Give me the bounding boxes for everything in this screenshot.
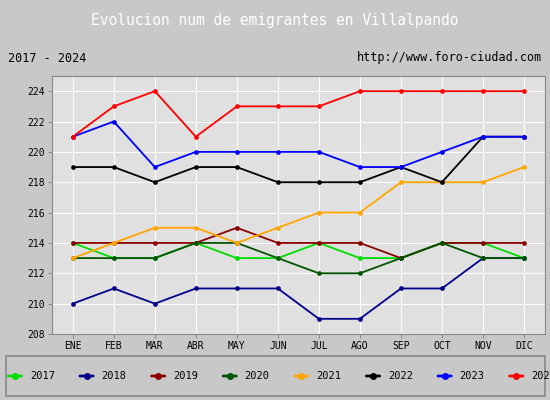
Text: http://www.foro-ciudad.com: http://www.foro-ciudad.com [356, 52, 542, 64]
Text: 2020: 2020 [245, 371, 270, 381]
Text: 2019: 2019 [173, 371, 198, 381]
Text: 2024: 2024 [531, 371, 550, 381]
Text: 2018: 2018 [101, 371, 127, 381]
Text: Evolucion num de emigrantes en Villalpando: Evolucion num de emigrantes en Villalpan… [91, 14, 459, 28]
Text: 2021: 2021 [316, 371, 341, 381]
Text: 2017 - 2024: 2017 - 2024 [8, 52, 87, 64]
Text: 2017: 2017 [30, 371, 55, 381]
Text: 2022: 2022 [388, 371, 413, 381]
Text: 2023: 2023 [459, 371, 485, 381]
